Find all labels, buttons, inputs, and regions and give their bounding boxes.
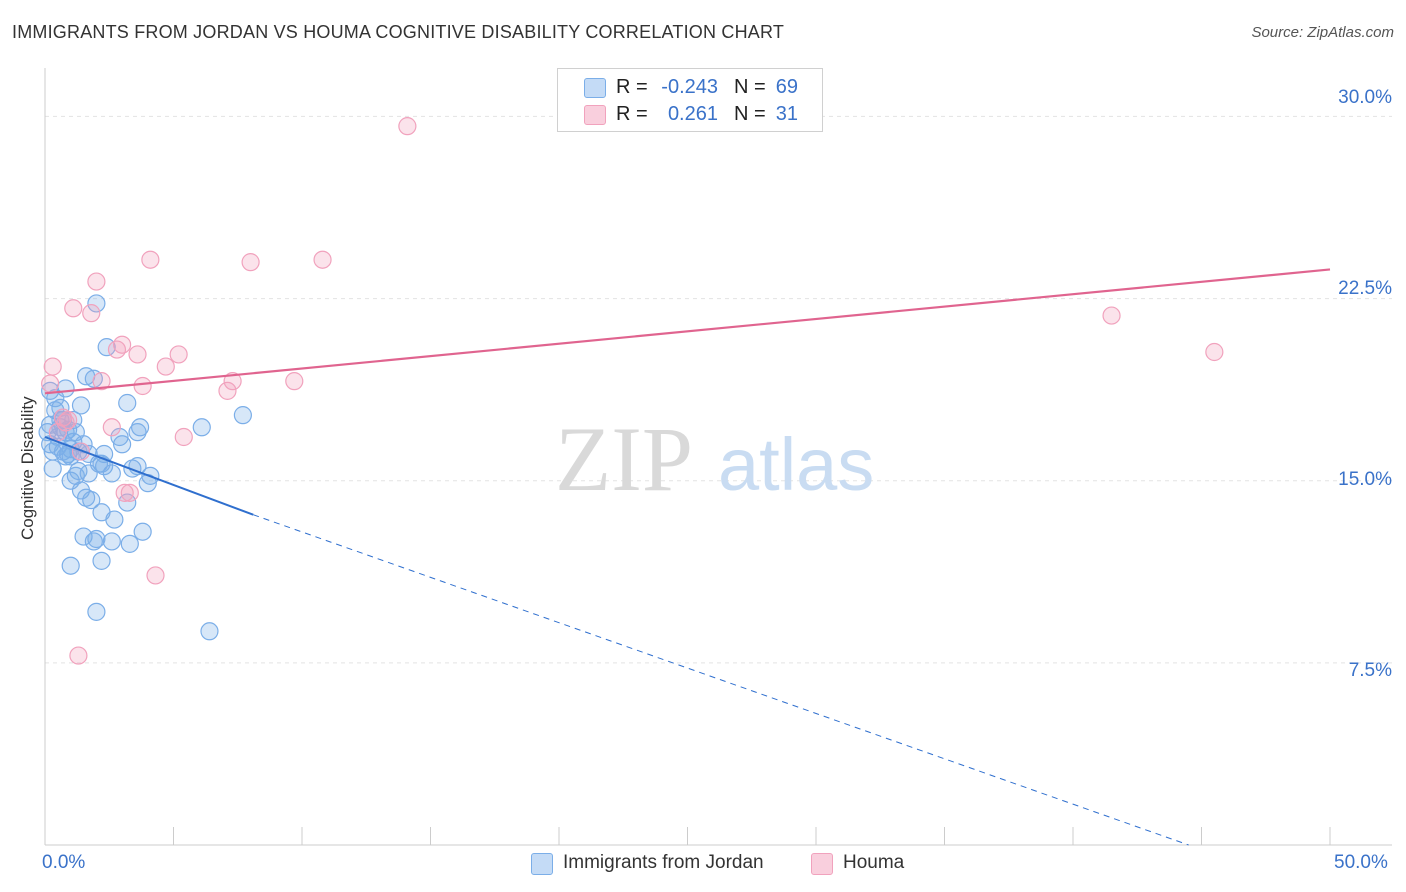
legend-n-value: 31 bbox=[775, 103, 798, 125]
point-jordan bbox=[128, 423, 147, 442]
point-houma bbox=[218, 381, 237, 400]
trend-line-houma bbox=[44, 268, 1331, 395]
point-houma bbox=[43, 357, 62, 376]
point-jordan bbox=[118, 393, 137, 413]
point-jordan bbox=[112, 435, 132, 454]
point-jordan bbox=[56, 379, 75, 398]
legend-n-label: N = bbox=[734, 103, 766, 125]
x-tick-min: 0.0% bbox=[42, 852, 86, 873]
legend-r-label: R = bbox=[616, 103, 648, 125]
y-tick-7-5: 7.5% bbox=[1348, 660, 1392, 681]
point-houma bbox=[156, 357, 175, 376]
point-houma bbox=[69, 646, 88, 665]
point-houma bbox=[174, 427, 193, 447]
trend-lines bbox=[44, 268, 1331, 846]
legend-n-label: N = bbox=[734, 76, 766, 98]
bottom-legend-swatch-houma bbox=[811, 853, 833, 875]
y-tick-30: 30.0% bbox=[1338, 87, 1392, 108]
point-jordan bbox=[120, 534, 139, 553]
point-jordan bbox=[43, 459, 62, 478]
point-jordan bbox=[87, 529, 106, 549]
point-jordan bbox=[233, 406, 252, 425]
bottom-legend-swatch-jordan bbox=[531, 853, 553, 875]
point-houma bbox=[223, 372, 242, 391]
point-houma bbox=[133, 376, 152, 396]
legend-r-label: R = bbox=[616, 76, 648, 98]
point-jordan bbox=[92, 551, 111, 570]
point-houma bbox=[112, 335, 132, 354]
legend-r-value: 0.261 bbox=[667, 103, 718, 125]
chart-title: IMMIGRANTS FROM JORDAN VS HOUMA COGNITIV… bbox=[12, 22, 785, 42]
legend-swatch-jordan bbox=[584, 78, 606, 98]
point-jordan bbox=[95, 457, 114, 476]
bottom-legend-label-jordan: Immigrants from Jordan bbox=[563, 852, 764, 873]
watermark-zip: ZIP bbox=[555, 408, 693, 510]
trend-line-jordan bbox=[44, 436, 254, 516]
stats-legend: R = -0.243 N = 69 R = 0.261 N = 31 bbox=[557, 68, 823, 132]
point-jordan bbox=[61, 556, 80, 575]
point-houma bbox=[169, 345, 188, 364]
source-label: Source: ZipAtlas.com bbox=[1251, 24, 1394, 41]
point-jordan bbox=[71, 396, 91, 415]
y-axis-label: Cognitive Disability bbox=[18, 396, 37, 540]
point-jordan bbox=[105, 510, 124, 529]
point-jordan bbox=[102, 532, 121, 551]
point-houma bbox=[1102, 306, 1121, 325]
point-jordan bbox=[84, 532, 103, 551]
point-houma bbox=[241, 253, 260, 272]
point-houma bbox=[56, 413, 75, 432]
legend-row-houma: R = 0.261 N = 31 bbox=[558, 100, 822, 128]
point-houma bbox=[59, 410, 78, 430]
bottom-legend-label-houma: Houma bbox=[843, 852, 905, 873]
point-jordan bbox=[82, 491, 101, 510]
point-houma bbox=[92, 372, 111, 391]
legend-row-jordan: R = -0.243 N = 69 bbox=[558, 73, 822, 101]
legend-swatch-houma bbox=[584, 105, 606, 125]
legend-r-value: -0.243 bbox=[661, 76, 718, 98]
point-houma bbox=[82, 304, 101, 323]
point-jordan bbox=[200, 622, 219, 641]
point-houma bbox=[64, 299, 83, 318]
gridlines bbox=[45, 115, 1392, 664]
point-houma bbox=[1205, 342, 1224, 362]
point-houma bbox=[285, 372, 304, 391]
x-tick-max: 50.0% bbox=[1334, 852, 1388, 873]
point-jordan bbox=[87, 294, 106, 313]
point-houma bbox=[87, 272, 106, 291]
point-jordan bbox=[87, 602, 106, 621]
point-houma bbox=[41, 374, 60, 393]
point-jordan bbox=[130, 418, 150, 437]
trend-line-jordan-extension bbox=[253, 514, 1189, 846]
point-houma bbox=[120, 483, 139, 502]
watermark-atlas: atlas bbox=[718, 423, 874, 506]
point-jordan bbox=[110, 427, 129, 447]
point-houma bbox=[398, 117, 417, 136]
point-houma bbox=[107, 340, 127, 359]
point-jordan bbox=[102, 464, 121, 483]
series-jordan-points bbox=[38, 294, 252, 641]
point-houma bbox=[102, 418, 121, 437]
series-houma-points bbox=[41, 117, 1224, 665]
point-houma bbox=[71, 442, 91, 461]
point-houma bbox=[128, 345, 147, 364]
legend-n-value: 69 bbox=[775, 76, 798, 98]
y-tick-15: 15.0% bbox=[1338, 469, 1392, 490]
point-houma bbox=[141, 250, 160, 269]
point-houma bbox=[115, 483, 134, 502]
point-jordan bbox=[133, 522, 152, 541]
y-tick-22-5: 22.5% bbox=[1338, 278, 1392, 299]
axes bbox=[44, 68, 1392, 846]
point-jordan bbox=[192, 418, 211, 437]
point-houma bbox=[146, 566, 165, 585]
point-houma bbox=[313, 250, 332, 269]
